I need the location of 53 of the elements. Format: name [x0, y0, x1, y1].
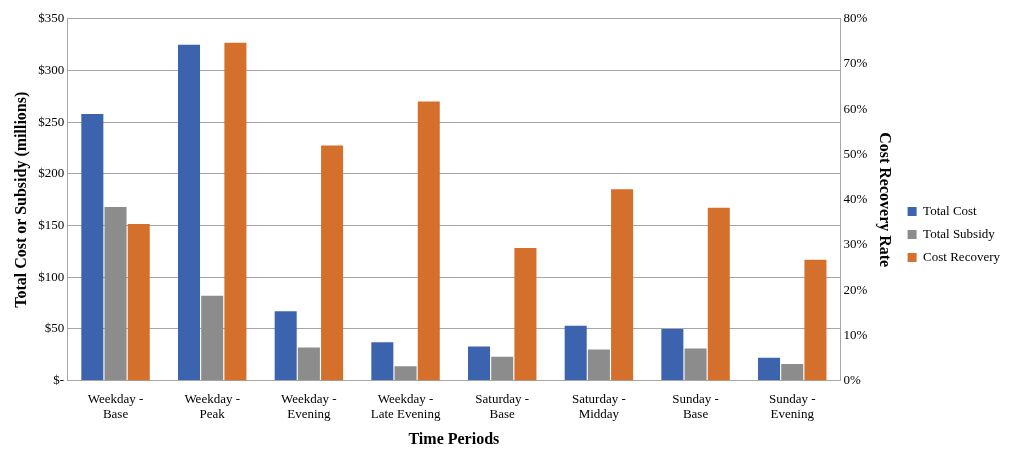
y-tick-label: $100 — [38, 268, 65, 284]
bar — [781, 364, 804, 381]
y-tick-label: $200 — [38, 165, 65, 181]
bar — [564, 325, 587, 381]
x-tick-label: Weekday - Peak — [184, 390, 241, 422]
y2-tick-label: 0% — [843, 372, 862, 388]
y2-tick-label: 70% — [843, 55, 868, 71]
bar — [611, 189, 634, 381]
x-tick-label: Sunday - Base — [672, 390, 719, 422]
y2-tick-label: 30% — [843, 236, 868, 252]
bar — [491, 356, 514, 381]
bar — [707, 207, 730, 381]
bar — [587, 349, 610, 381]
bar — [321, 145, 344, 381]
y-axis-title: Total Cost or Subsidy (millions) — [11, 91, 30, 308]
bar — [468, 346, 491, 381]
bar — [177, 44, 201, 381]
y2-tick-label: 40% — [843, 191, 868, 207]
bar — [371, 342, 394, 381]
y2-tick-label: 10% — [843, 326, 868, 342]
x-tick-label: Sunday - Evening — [768, 390, 816, 422]
bar — [224, 42, 247, 381]
y2-tick-label: 80% — [843, 10, 868, 26]
bar — [394, 366, 417, 381]
y2-tick-label: 50% — [843, 145, 868, 161]
y-tick-label: $350 — [38, 10, 65, 26]
bar — [81, 113, 104, 381]
y-tick-label: $- — [53, 372, 65, 388]
bar — [274, 311, 297, 381]
y-tick-label: $150 — [38, 216, 65, 232]
bar — [661, 328, 684, 381]
legend-label: Total Cost — [923, 202, 978, 218]
y-tick-label: $250 — [38, 113, 65, 129]
y-tick-label: $300 — [38, 61, 65, 77]
x-tick-label: Saturday - Midday — [571, 390, 626, 422]
legend-label: Cost Recovery — [923, 248, 1001, 264]
x-tick-label: Weekday - Base — [87, 390, 144, 422]
bar — [201, 295, 224, 381]
y2-axis-title: Cost Recovery Rate — [875, 132, 894, 268]
bar — [297, 347, 320, 381]
y2-tick-label: 20% — [843, 281, 868, 297]
y2-tick-label: 60% — [843, 100, 868, 116]
y-tick-label: $50 — [44, 320, 65, 336]
x-tick-label: Weekday - Late Evening — [370, 390, 441, 422]
bar — [417, 101, 440, 381]
legend-label: Total Subsidy — [923, 225, 996, 241]
x-axis-title: Time Periods — [408, 429, 500, 447]
bar — [684, 348, 707, 381]
bar — [804, 259, 827, 381]
x-tick-label: Saturday - Base — [475, 390, 530, 422]
bar — [514, 248, 537, 381]
x-tick-label: Weekday - Evening — [281, 390, 337, 422]
bar — [758, 357, 781, 381]
